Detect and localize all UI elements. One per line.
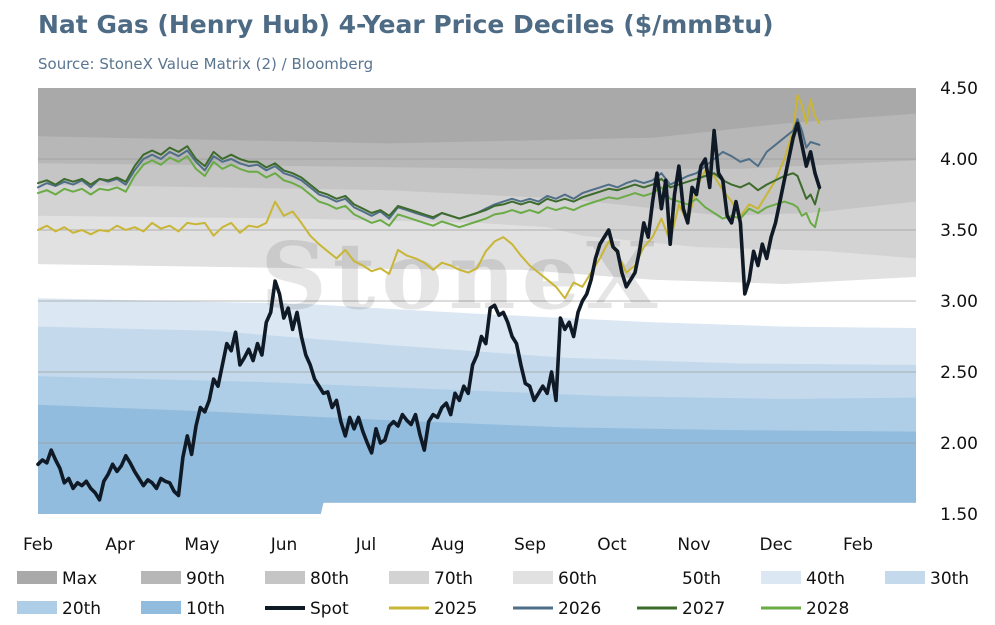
legend-label: 2025 (434, 599, 477, 619)
legend-item-2025: 2025 (389, 599, 477, 619)
legend-item-50th: 50th (637, 569, 721, 589)
x-tick-label: Dec (760, 535, 793, 555)
legend-label: 10th (186, 599, 225, 619)
x-axis-ticks: Feb Apr May Jun Jul Aug Sep Oct Nov Dec Feb (23, 535, 873, 555)
legend-label: 90th (186, 569, 225, 589)
legend-swatch (637, 571, 677, 584)
legend-label: 50th (682, 569, 721, 589)
legend-swatch (17, 571, 57, 584)
y-tick-label: 3.50 (940, 221, 978, 241)
x-tick-label: Aug (431, 535, 464, 555)
legend-label: Spot (310, 599, 349, 619)
legend-swatch (141, 571, 181, 584)
y-tick-label: 3.00 (940, 292, 978, 312)
x-tick-label: Nov (677, 535, 710, 555)
x-tick-label: Feb (843, 535, 873, 555)
legend-swatch (265, 571, 305, 584)
legend-item-max: Max (17, 569, 97, 589)
legend-label: 80th (310, 569, 349, 589)
legend-label: Max (62, 569, 97, 589)
legend-swatch (141, 601, 181, 614)
legend-item-2028: 2028 (761, 599, 849, 619)
legend-label: 30th (930, 569, 969, 589)
legend-item-70th: 70th (389, 569, 473, 589)
legend-item-10th: 10th (141, 599, 225, 619)
y-axis-ticks: 1.50 2.00 2.50 3.00 3.50 4.00 4.50 (940, 79, 978, 525)
legend-label: 20th (62, 599, 101, 619)
legend-item-spot: Spot (265, 599, 349, 619)
x-tick-label: Sep (514, 535, 546, 555)
legend-label: 2027 (682, 599, 725, 619)
legend-item-2027: 2027 (637, 599, 725, 619)
x-tick-label: Oct (597, 535, 627, 555)
y-tick-label: 2.50 (940, 363, 978, 383)
legend-swatch (513, 571, 553, 584)
price-series (36, 94, 822, 502)
chart-title: Nat Gas (Henry Hub) 4-Year Price Deciles… (38, 10, 774, 39)
y-tick-label: 1.50 (940, 505, 978, 525)
legend-item-2026: 2026 (513, 599, 601, 619)
y-tick-label: 4.50 (940, 79, 978, 99)
x-tick-label: Jul (355, 535, 377, 555)
series-2028-line (37, 155, 821, 229)
legend-item-80th: 80th (265, 569, 349, 589)
x-tick-label: May (184, 535, 219, 555)
legend-label: 40th (806, 569, 845, 589)
legend-swatch (885, 571, 925, 584)
legend: Max 90th 80th 70th 60th 50th 40th 30th 20th 10th S… (17, 569, 969, 619)
legend-label: 2026 (558, 599, 601, 619)
legend-item-30th: 30th (885, 569, 969, 589)
legend-item-60th: 60th (513, 569, 597, 589)
legend-label: 2028 (806, 599, 849, 619)
band-10th (38, 404, 916, 514)
legend-swatch (761, 571, 801, 584)
y-tick-label: 4.00 (940, 150, 978, 170)
x-tick-label: Jun (270, 535, 298, 555)
legend-label: 70th (434, 569, 473, 589)
legend-swatch (17, 601, 57, 614)
legend-swatch (389, 571, 429, 584)
series-spot-line (36, 121, 822, 502)
legend-item-40th: 40th (761, 569, 845, 589)
legend-item-20th: 20th (17, 599, 101, 619)
x-tick-label: Apr (105, 535, 134, 555)
legend-label: 60th (558, 569, 597, 589)
legend-item-90th: 90th (141, 569, 225, 589)
y-tick-label: 2.00 (940, 434, 978, 454)
x-tick-label: Feb (23, 535, 53, 555)
chart-subtitle: Source: StoneX Value Matrix (2) / Bloomb… (38, 55, 374, 73)
